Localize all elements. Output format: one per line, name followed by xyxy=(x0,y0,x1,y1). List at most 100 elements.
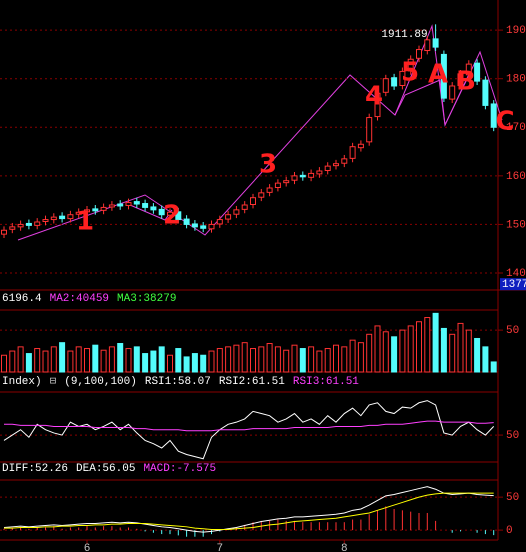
y-tick-label: 50 xyxy=(506,325,519,337)
candle-body xyxy=(432,38,439,48)
candle-body xyxy=(440,53,447,99)
x-tick-label: 7 xyxy=(216,543,223,552)
wave-label: A xyxy=(428,60,448,90)
y-tick-label: 1600 xyxy=(506,171,526,183)
candle-body xyxy=(324,165,331,172)
candle-body xyxy=(407,58,414,72)
wave-label: 5 xyxy=(401,58,419,88)
legend-item: DEA:56.05 xyxy=(76,463,135,475)
candle-body xyxy=(67,214,74,220)
candle-body xyxy=(216,219,223,225)
candle-body xyxy=(100,206,107,211)
candle-body xyxy=(482,79,489,106)
volume-bar xyxy=(357,342,364,373)
volume-bar xyxy=(333,344,339,373)
high-label: 1911.89 xyxy=(381,29,427,41)
rsi-line xyxy=(3,400,495,460)
volume-bar xyxy=(142,353,149,373)
volume-bar xyxy=(92,344,99,373)
candle-body xyxy=(233,209,240,215)
candle-body xyxy=(75,211,82,215)
volume-bar xyxy=(117,343,124,373)
candle-body xyxy=(142,203,149,208)
candle-body xyxy=(191,223,198,228)
volume-bar xyxy=(25,353,32,373)
volume-bar xyxy=(474,337,481,373)
volume-bar xyxy=(407,325,414,373)
candle-body xyxy=(424,39,431,52)
candle-body xyxy=(399,70,406,86)
candle-body xyxy=(183,218,190,225)
candle-body xyxy=(50,216,57,221)
volume-bar xyxy=(216,348,223,373)
legend-item: (9,100,100) xyxy=(64,376,137,388)
volume-bar xyxy=(208,350,215,373)
volume-bar xyxy=(59,342,66,373)
wave-label: C xyxy=(495,107,514,137)
volume-bar xyxy=(241,342,248,373)
volume-bar xyxy=(1,354,7,373)
volume-bar xyxy=(299,348,306,373)
candle-body xyxy=(42,219,49,223)
candle-body xyxy=(258,192,265,198)
candle-body xyxy=(374,92,381,118)
candle-body xyxy=(241,204,248,210)
volume-bar xyxy=(449,333,456,373)
volume-bar xyxy=(482,346,489,373)
y-tick-label: 1400 xyxy=(506,268,526,280)
diff-line xyxy=(3,486,494,533)
volume-bar xyxy=(250,348,256,373)
legend-item: MACD:-7.575 xyxy=(143,463,216,475)
volume-bar xyxy=(316,350,323,373)
candle-body xyxy=(382,78,389,93)
y-tick-label: 50 xyxy=(506,492,519,504)
wave-label: 2 xyxy=(163,201,181,231)
candle-body xyxy=(333,163,339,167)
volume-bar xyxy=(266,343,273,373)
volume-bar xyxy=(465,329,472,373)
y-tick-label: 1800 xyxy=(506,74,526,86)
volume-bar xyxy=(183,356,190,373)
legend-item: Index) xyxy=(2,376,42,388)
volume-bar xyxy=(200,354,207,373)
candle-body xyxy=(416,49,422,59)
candle-body xyxy=(125,202,132,206)
candle-body xyxy=(250,197,256,206)
legend-item: 6196.4 xyxy=(2,293,42,305)
rsi-line xyxy=(4,420,494,432)
volume-bar xyxy=(67,350,74,373)
legend-item: DIFF:52.26 xyxy=(2,463,68,475)
dea-line xyxy=(4,492,494,530)
volume-bar xyxy=(42,350,49,373)
candle-body xyxy=(490,103,497,128)
candle-body xyxy=(357,143,364,149)
wave-label: B xyxy=(456,67,476,97)
candle-body xyxy=(449,85,456,100)
volume-bar xyxy=(440,327,447,373)
candle-body xyxy=(200,225,207,229)
volume-bar xyxy=(75,346,82,373)
wave-line xyxy=(394,71,471,127)
candle-body xyxy=(133,201,140,205)
candle-body xyxy=(308,172,315,178)
volume-bar xyxy=(349,339,356,373)
y-tick-label: 1500 xyxy=(506,219,526,231)
legend-item: RSI1:58.07 xyxy=(145,376,211,388)
wave-label: 1 xyxy=(76,207,94,237)
legend-item: MA3:38279 xyxy=(117,293,176,305)
volume-bar xyxy=(50,346,57,373)
volume-bar xyxy=(324,348,331,373)
candle-body xyxy=(283,180,290,184)
candle-body xyxy=(299,174,306,178)
volume-bar xyxy=(158,346,165,373)
volume-bar xyxy=(84,348,90,373)
volume-bar xyxy=(432,312,439,373)
volume-bar xyxy=(150,350,157,373)
volume-bar xyxy=(9,350,16,373)
volume-bar xyxy=(233,344,240,373)
candle-body xyxy=(366,117,373,143)
candle-body xyxy=(225,214,232,220)
volume-bar xyxy=(382,331,389,373)
